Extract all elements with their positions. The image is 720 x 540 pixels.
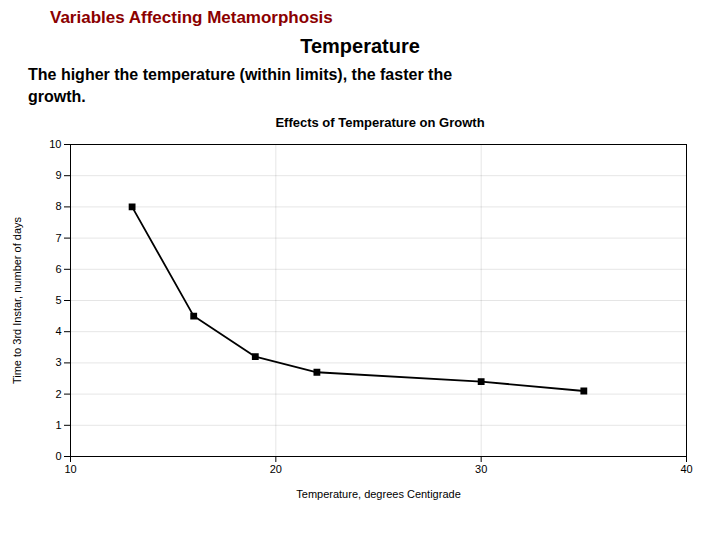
svg-text:10: 10 <box>64 463 76 475</box>
html-text:Effects of Temperature on Grow: Effects of Temperature on Growth <box>275 115 485 130</box>
svg-text:4: 4 <box>55 325 61 337</box>
svg-text:Time to 3rd Instar, number of: Time to 3rd Instar, number of days <box>11 216 23 384</box>
svg-text:20: 20 <box>270 463 282 475</box>
html-text:The higher the temperature (wi: The higher the temperature (within limit… <box>28 66 453 105</box>
svg-text:0: 0 <box>55 450 61 462</box>
svg-text:3: 3 <box>55 356 61 368</box>
svg-text:2: 2 <box>55 388 61 400</box>
svg-text:6: 6 <box>55 263 61 275</box>
svg-text:1: 1 <box>55 419 61 431</box>
html-text:Variables Affecting Metamorpho: Variables Affecting Metamorphosis <box>50 8 333 27</box>
svg-text:7: 7 <box>55 232 61 244</box>
svg-text:5: 5 <box>55 294 61 306</box>
svg-text:Temperature, degrees Centigrad: Temperature, degrees Centigrade <box>296 488 460 500</box>
svg-text:8: 8 <box>55 200 61 212</box>
svg-text:40: 40 <box>680 463 692 475</box>
svg-text:10: 10 <box>49 138 61 150</box>
html-text:Temperature: Temperature <box>300 35 420 57</box>
svg-text:30: 30 <box>475 463 487 475</box>
svg-text:9: 9 <box>55 169 61 181</box>
